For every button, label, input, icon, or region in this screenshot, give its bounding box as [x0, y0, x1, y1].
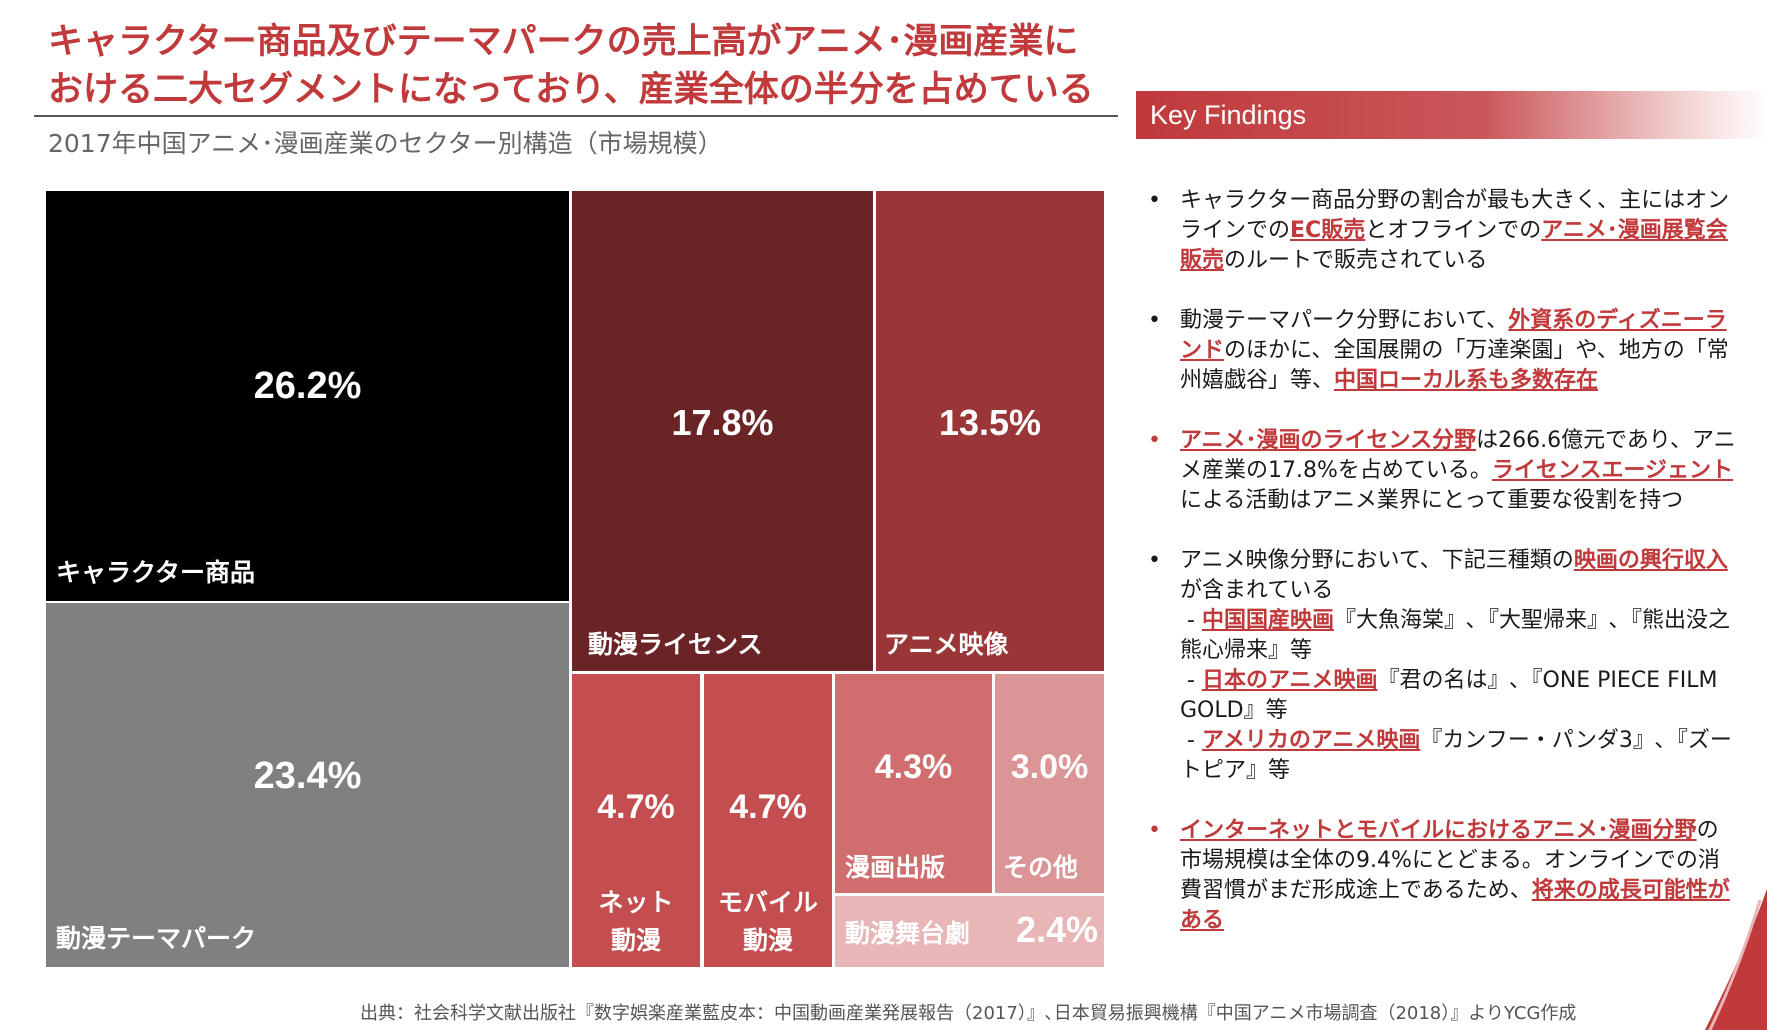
key-findings-header: Key Findings — [1136, 91, 1767, 139]
highlight-text: アニメ･漫画のライセンス分野 — [1180, 428, 1477, 453]
finding-item: • キャラクター商品分野の割合が最も大きく、主にはオンラインでのEC販売とオフライ… — [1140, 186, 1740, 276]
source-footnote: 出典：社会科学文献出版社『数字娯楽産業藍皮本：中国動画産業発展報告（2017）』… — [360, 1003, 1577, 1024]
tile-net-manga: 4.7% ネット 動漫 — [572, 674, 700, 967]
finding-fragment: が含まれている — [1180, 578, 1334, 603]
title-line-1: キャラクター商品及びテーマパークの売上高がアニメ･漫画産業に — [48, 22, 1079, 62]
finding-fragment: とオフラインでの — [1365, 218, 1542, 243]
finding-text: アニメ･漫画のライセンス分野は266.6億元であり、アニメ産業の17.8%を占め… — [1180, 428, 1736, 513]
finding-text: アニメ映像分野において、下記三種類の映画の興行収入が含まれている - 中国国産映… — [1180, 548, 1732, 783]
bullet-icon: • — [1148, 428, 1161, 453]
tile-mobile-manga-pct: 4.7% — [729, 788, 807, 826]
title-divider — [34, 115, 1118, 117]
finding-item: • インターネットとモバイルにおけるアニメ･漫画分野の市場規模は全体の9.4%にと… — [1140, 816, 1740, 936]
tile-other: 3.0% その他 — [995, 674, 1104, 893]
finding-fragment: のルートで販売されている — [1224, 248, 1488, 273]
tile-theme-park: 23.4% 動漫テーマパーク — [46, 603, 569, 967]
bullet-icon: • — [1148, 818, 1161, 843]
highlight-text: 外資系のディズニーランド — [1180, 308, 1727, 363]
finding-text: インターネットとモバイルにおけるアニメ･漫画分野の市場規模は全体の9.4%にとど… — [1180, 818, 1730, 933]
finding-fragment: 『君の名は』､『ONE PIECE FILM GOLD』等 — [1180, 668, 1718, 723]
tile-manga-publishing-label: 漫画出版 — [845, 853, 946, 882]
tile-net-manga-label-2: 動漫 — [610, 926, 661, 955]
tile-other-pct: 3.0% — [1010, 748, 1089, 786]
bullet-icon: • — [1148, 188, 1161, 213]
tile-mobile-manga-label-1: モバイル — [717, 888, 818, 917]
tile-character-goods-label: キャラクター商品 — [56, 558, 256, 587]
chart-subtitle: 2017年中国アニメ･漫画産業のセクター別構造（市場規模） — [48, 129, 723, 158]
finding-fragment: アニメ映像分野において、下記三種類の — [1180, 548, 1574, 573]
finding-fragment: キャラクター商品分野の割合が最も大きく、主には — [1180, 188, 1686, 213]
tile-manga-publishing: 4.3% 漫画出版 — [835, 674, 992, 893]
highlight-text: 日本のアニメ映画 — [1201, 668, 1378, 693]
tile-net-manga-pct: 4.7% — [597, 788, 675, 826]
tile-anime-video-label: アニメ映像 — [884, 630, 1009, 659]
finding-item: • アニメ･漫画のライセンス分野は266.6億元であり、アニメ産業の17.8%を占… — [1140, 426, 1740, 516]
tile-manga-publishing-pct: 4.3% — [874, 748, 953, 786]
finding-fragment: - — [1180, 668, 1202, 693]
highlight-text: 映画の興行収入 — [1573, 548, 1728, 573]
finding-fragment: 動漫テーマパーク分野において、 — [1180, 308, 1509, 333]
tile-theme-park-label: 動漫テーマパーク — [56, 924, 257, 953]
finding-fragment: は266.6億元であり、アニメ産業の17.8%を占めている。 — [1180, 428, 1736, 483]
tile-license-pct: 17.8% — [671, 402, 774, 443]
tile-stage-play-pct: 2.4% — [1015, 909, 1098, 950]
finding-fragment: の市場規模は全体の9.4%にとどまる。オンラインでの消費習慣がまだ形成途上である… — [1180, 818, 1720, 903]
highlight-text: EC販売 — [1290, 218, 1366, 243]
key-findings-title: Key Findings — [1150, 100, 1307, 130]
highlight-text: 将来の成長可能性がある — [1180, 878, 1730, 933]
highlight-text: アメリカのアニメ映画 — [1201, 728, 1421, 753]
tile-theme-park-pct: 23.4% — [253, 755, 362, 797]
tile-mobile-manga-label-2: 動漫 — [742, 926, 793, 955]
title-line-2: おける二大セグメントになっており、産業全体の半分を占めている — [48, 70, 1094, 110]
finding-fragment: 『大魚海棠』､『大聖帰来』､『熊出没之熊心帰来』等 — [1180, 608, 1730, 663]
highlight-text: ライセンスエージェント — [1491, 458, 1734, 483]
finding-item: • アニメ映像分野において、下記三種類の映画の興行収入が含まれている - 中国国産… — [1140, 546, 1740, 786]
highlight-text: インターネットとモバイルにおけるアニメ･漫画分野 — [1180, 818, 1697, 843]
finding-fragment: - — [1180, 728, 1202, 753]
finding-text: キャラクター商品分野の割合が最も大きく、主にはオンラインでのEC販売とオフライン… — [1180, 188, 1729, 273]
finding-fragment: のほかに、全国展開の「万達楽園」や、地方の「常州嬉戯谷」等、 — [1180, 338, 1729, 393]
tile-anime-video: 13.5% アニメ映像 — [876, 191, 1104, 671]
tile-character-goods-pct: 26.2% — [253, 365, 362, 407]
finding-item: • 動漫テーマパーク分野において、外資系のディズニーランドのほかに、全国展開の「万… — [1140, 306, 1740, 396]
finding-fragment: による活動はアニメ業界にとって重要な役割を持つ — [1180, 488, 1684, 513]
tile-net-manga-label: ネット 動漫 — [572, 884, 700, 960]
tile-net-manga-label-1: ネット — [598, 888, 674, 917]
key-findings-list: • キャラクター商品分野の割合が最も大きく、主にはオンラインでのEC販売とオフライ… — [1140, 186, 1740, 966]
finding-text: 動漫テーマパーク分野において、外資系のディズニーランドのほかに、全国展開の「万達… — [1180, 308, 1729, 393]
tile-character-goods: 26.2% キャラクター商品 — [46, 191, 569, 601]
highlight-text: アニメ･漫画展覧会販売 — [1180, 218, 1728, 273]
tile-license: 17.8% 動漫ライセンス — [572, 191, 873, 671]
tile-other-label: その他 — [1003, 853, 1079, 882]
bullet-icon: • — [1148, 308, 1161, 333]
finding-fragment: オンラインでの — [1180, 188, 1730, 243]
tile-anime-video-pct: 13.5% — [938, 402, 1042, 443]
tile-mobile-manga: 4.7% モバイル 動漫 — [704, 674, 832, 967]
corner-swoosh-icon — [1704, 888, 1767, 1030]
highlight-text: 中国ローカル系も多数存在 — [1334, 368, 1599, 393]
tile-stage-play-label: 動漫舞台劇 — [845, 919, 971, 948]
finding-fragment: 『カンフー・パンダ3』､『ズートピア』等 — [1180, 728, 1732, 783]
tile-mobile-manga-label: モバイル 動漫 — [704, 884, 832, 960]
tile-license-label: 動漫ライセンス — [588, 630, 763, 659]
bullet-icon: • — [1148, 548, 1161, 573]
highlight-text: 中国国産映画 — [1201, 608, 1334, 633]
tile-stage-play: 動漫舞台劇 2.4% — [835, 896, 1104, 967]
finding-fragment: - — [1180, 608, 1202, 633]
page-title: キャラクター商品及びテーマパークの売上高がアニメ･漫画産業に おける二大セグメン… — [48, 18, 1118, 114]
